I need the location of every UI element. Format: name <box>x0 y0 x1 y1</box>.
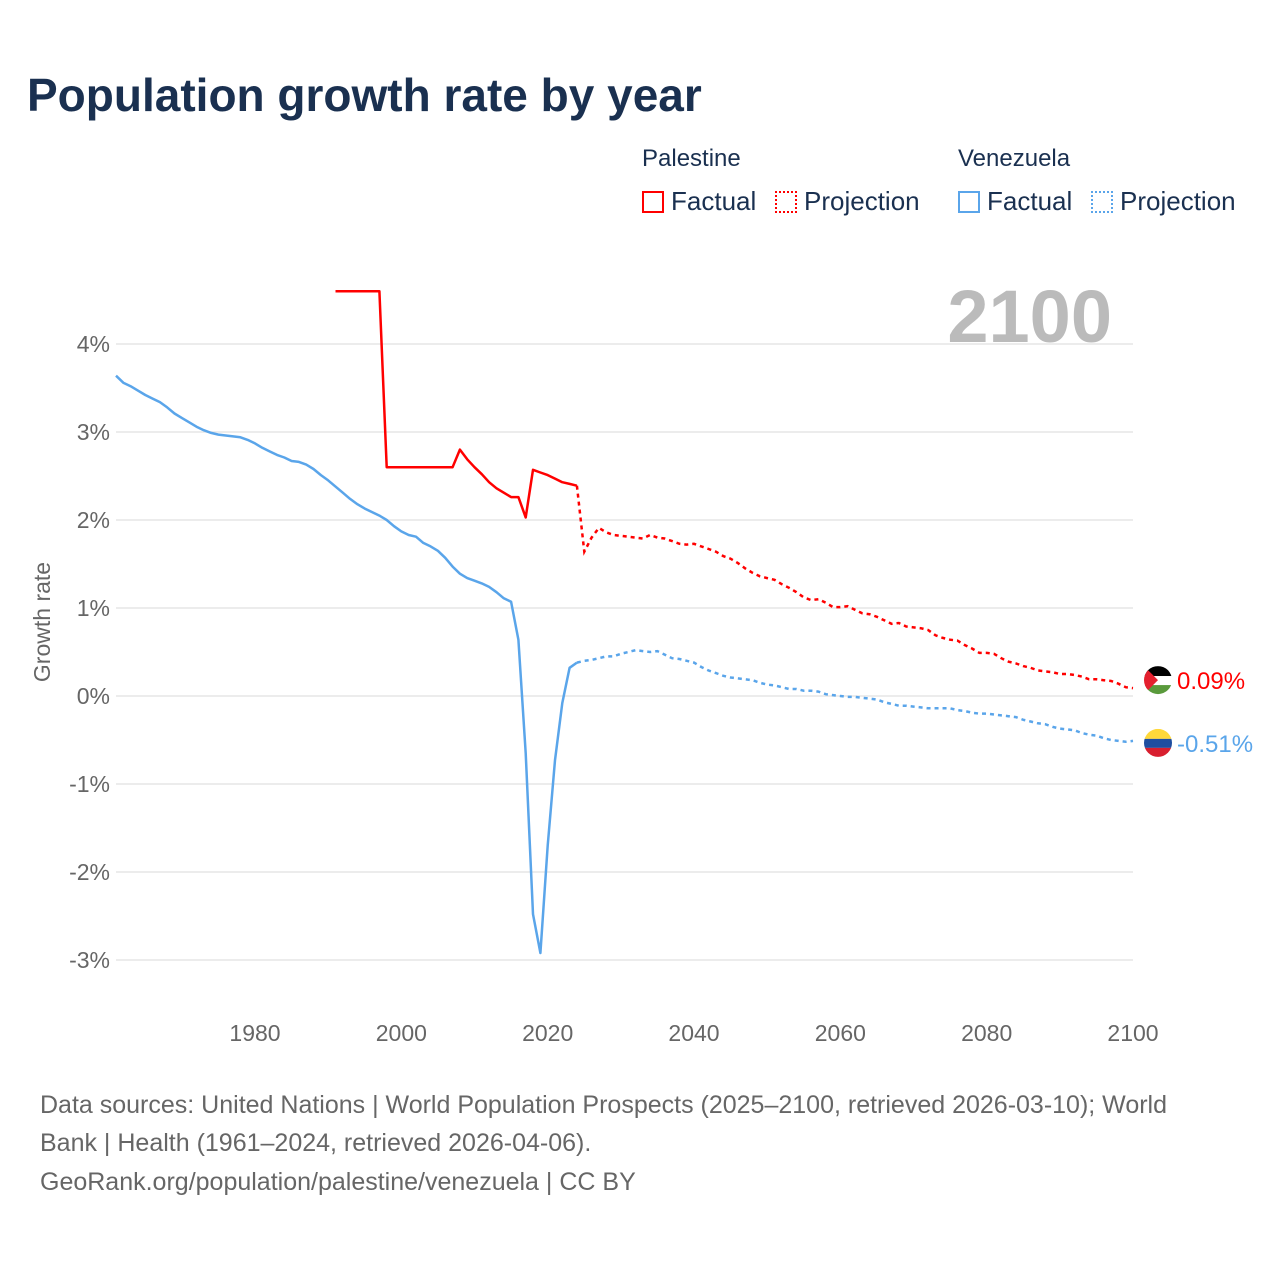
x-tick-label: 2100 <box>1107 1020 1158 1046</box>
palestine-factual-line <box>335 289 578 519</box>
legend-group-palestine: Palestine <box>642 145 741 172</box>
x-tick-label: 1980 <box>229 1020 280 1046</box>
flag-stripe <box>1144 685 1172 695</box>
flag-stripe <box>1144 738 1172 748</box>
palestine-flag-icon <box>1144 666 1172 695</box>
flag-stripe <box>1144 747 1172 757</box>
palestine-end-value: 0.09% <box>1177 668 1245 695</box>
y-tick-label: 4% <box>77 331 110 357</box>
x-tick-label: 2000 <box>376 1020 427 1046</box>
venezuela-projection-line <box>576 648 1134 744</box>
y-axis-label: Growth rate <box>29 562 55 682</box>
flag-triangle <box>1144 666 1158 695</box>
footer-link[interactable]: GeoRank.org/population/palestine/venezue… <box>40 1168 636 1196</box>
y-tick-label: 0% <box>77 683 110 709</box>
dotted-swatch-icon <box>1091 190 1113 213</box>
legend-venezuela-projection[interactable]: Projection <box>1091 186 1236 217</box>
legend-palestine-projection[interactable]: Projection <box>775 186 920 217</box>
current-year-label: 2100 <box>947 275 1112 358</box>
legend-label: Factual <box>671 186 757 216</box>
dotted-swatch-icon <box>775 190 797 213</box>
y-tick-label: 2% <box>77 507 110 533</box>
venezuela-factual-line <box>115 374 578 955</box>
footer-sources-1: Data sources: United Nations | World Pop… <box>40 1091 1168 1119</box>
legend-label: Projection <box>1120 186 1236 216</box>
x-tick-label: 2060 <box>815 1020 866 1046</box>
x-tick-label: 2080 <box>961 1020 1012 1046</box>
palestine-projection-line <box>575 485 1134 690</box>
x-tick-label: 2020 <box>522 1020 573 1046</box>
venezuela-end-value: -0.51% <box>1177 731 1253 758</box>
y-tick-label: -3% <box>69 947 110 973</box>
line-chart: 4% 3% 2% 1% 0% -1% -2% -3% 1980 2000 2020 2040 2060 2… <box>29 275 1253 1046</box>
solid-swatch-icon <box>642 190 664 213</box>
x-tick-label: 2040 <box>668 1020 719 1046</box>
page-title: Population growth rate by year <box>27 69 702 121</box>
flag-stripe <box>1144 728 1172 739</box>
legend-label: Factual <box>987 186 1073 216</box>
flag-body <box>1144 728 1172 757</box>
y-tick-label: 1% <box>77 595 110 621</box>
legend-group-venezuela: Venezuela <box>958 145 1071 172</box>
legend-venezuela-factual[interactable]: Factual <box>958 186 1072 217</box>
legend-palestine-factual[interactable]: Factual <box>642 186 756 217</box>
footer-sources-2: Bank | Health (1961–2024, retrieved 2026… <box>40 1129 592 1157</box>
flag-stripe <box>1144 666 1172 677</box>
solid-swatch-icon <box>958 190 980 213</box>
y-tick-label: -2% <box>69 859 110 885</box>
legend-label: Projection <box>804 186 920 216</box>
flag-body <box>1144 666 1172 695</box>
y-tick-label: 3% <box>77 419 110 445</box>
flag-stripe <box>1144 676 1172 686</box>
venezuela-flag-icon <box>1144 728 1172 757</box>
y-tick-label: -1% <box>69 771 110 797</box>
